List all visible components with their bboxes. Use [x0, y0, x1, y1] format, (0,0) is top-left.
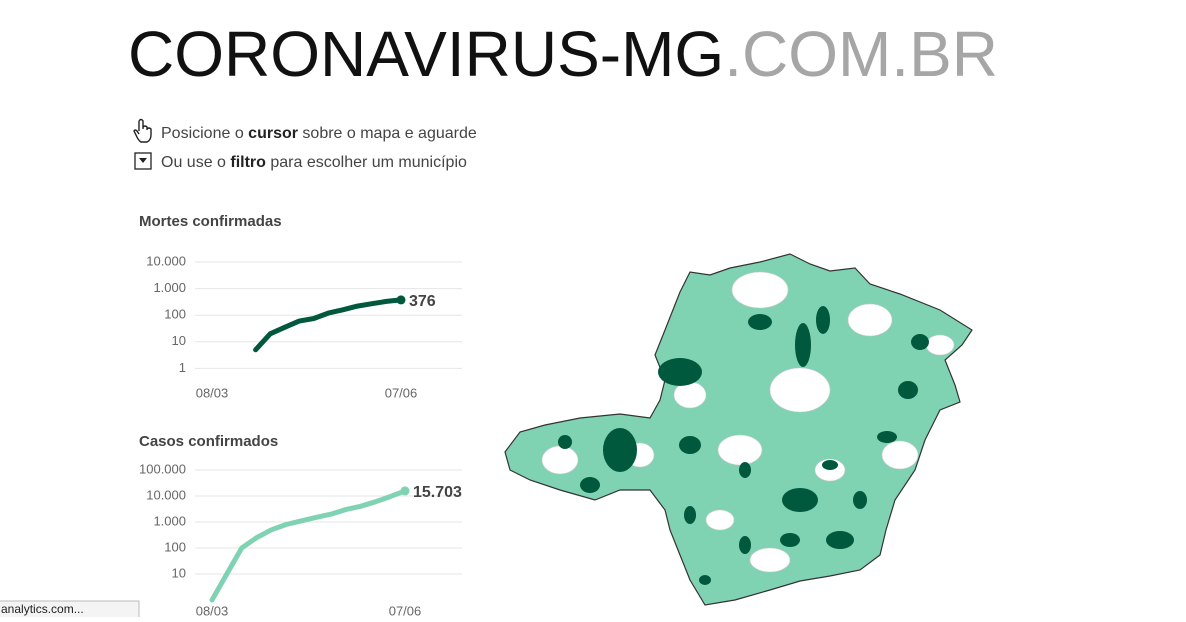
white-areas [541, 271, 955, 573]
instruction-segment: sobre o mapa e aguarde [298, 125, 477, 142]
end-point [400, 486, 410, 496]
y-tick-label: 100 [164, 307, 186, 322]
y-tick-label: 1.000 [153, 280, 186, 295]
state-shape[interactable] [504, 253, 973, 606]
y-tick-label: 1 [179, 360, 186, 375]
x-tick-label: 07/06 [385, 385, 418, 400]
y-tick-label: 10.000 [146, 487, 186, 502]
title-suffix: .COM.BR [724, 18, 998, 90]
instruction-segment: Posicione o [161, 125, 248, 142]
title-main: CORONAVIRUS-MG [128, 18, 724, 90]
instruction: Posicione o cursor sobre o mapa e aguard… [161, 125, 477, 142]
y-tick-label: 1.000 [153, 513, 186, 528]
instruction: Ou use o filtro para escolher um municíp… [161, 154, 467, 171]
x-tick-label: 08/03 [196, 385, 229, 400]
cursor-icon [133, 118, 152, 143]
y-tick-label: 10.000 [146, 253, 186, 268]
instruction-segment: filtro [230, 154, 266, 171]
x-tick-label: 07/06 [389, 603, 422, 617]
status-text: analytics.com... [1, 602, 84, 616]
y-tick-label: 100 [164, 539, 186, 554]
instruction-segment: cursor [248, 125, 298, 142]
series-line [253, 297, 404, 353]
dark-areas [558, 306, 929, 585]
x-tick-label: 08/03 [196, 603, 229, 617]
y-tick-label: 100.000 [139, 461, 186, 476]
site-title: CORONAVIRUS-MG.COM.BR [128, 18, 998, 90]
value-label: 15.703 [413, 484, 462, 501]
y-tick-label: 10 [172, 565, 186, 580]
filter-icon[interactable] [134, 152, 152, 170]
end-point [396, 295, 406, 305]
instruction-segment: para escolher um município [266, 154, 467, 171]
map[interactable] [504, 253, 973, 606]
instruction-segment: Ou use o [161, 154, 230, 171]
series-line [209, 488, 408, 603]
filter-arrow [139, 158, 147, 163]
chart-title: Casos confirmados [139, 433, 278, 450]
value-label: 376 [409, 293, 436, 310]
y-tick-label: 10 [172, 333, 186, 348]
chart-title: Mortes confirmadas [139, 213, 282, 230]
